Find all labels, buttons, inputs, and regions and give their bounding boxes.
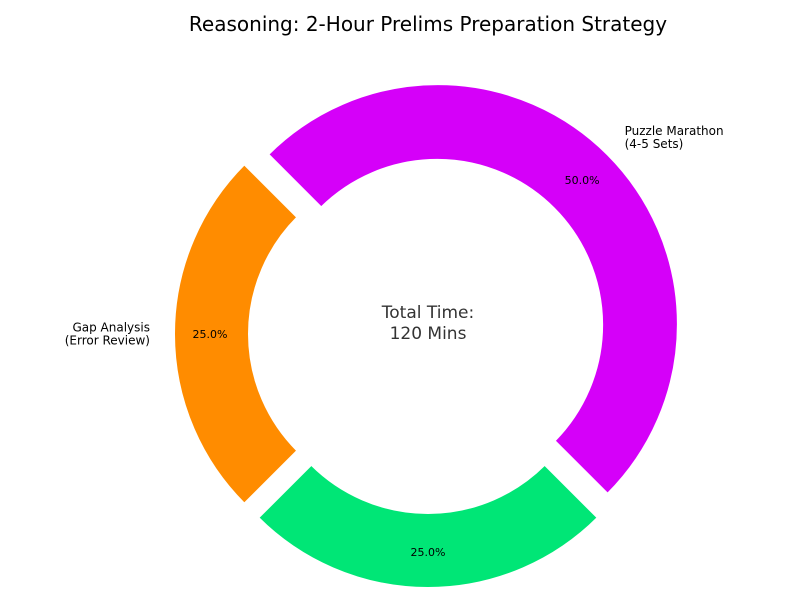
slice-pct-label-2: 25.0% bbox=[411, 546, 446, 559]
slice-label-1: Gap Analysis (Error Review) bbox=[65, 321, 150, 348]
slices-layer bbox=[172, 83, 679, 590]
slice-pct-label-1: 25.0% bbox=[193, 328, 228, 341]
slice-2 bbox=[256, 463, 600, 590]
slice-label-2: Speed Drill(Inequality, Syllogism) bbox=[361, 599, 495, 600]
center-text-line-2: 120 Mins bbox=[390, 324, 467, 344]
slice-label-0: Puzzle Marathon (4-5 Sets) bbox=[625, 124, 724, 151]
slice-1 bbox=[172, 162, 299, 506]
slice-0 bbox=[266, 83, 679, 496]
center-text-line-1: Total Time: bbox=[381, 303, 474, 323]
chart-title: Reasoning: 2-Hour Prelims Preparation St… bbox=[189, 12, 667, 36]
labels-layer: 50.0% Puzzle Marathon (4-5 Sets) 25.0% Gap A… bbox=[65, 124, 724, 600]
slice-pct-label-0: 50.0% bbox=[565, 174, 600, 187]
